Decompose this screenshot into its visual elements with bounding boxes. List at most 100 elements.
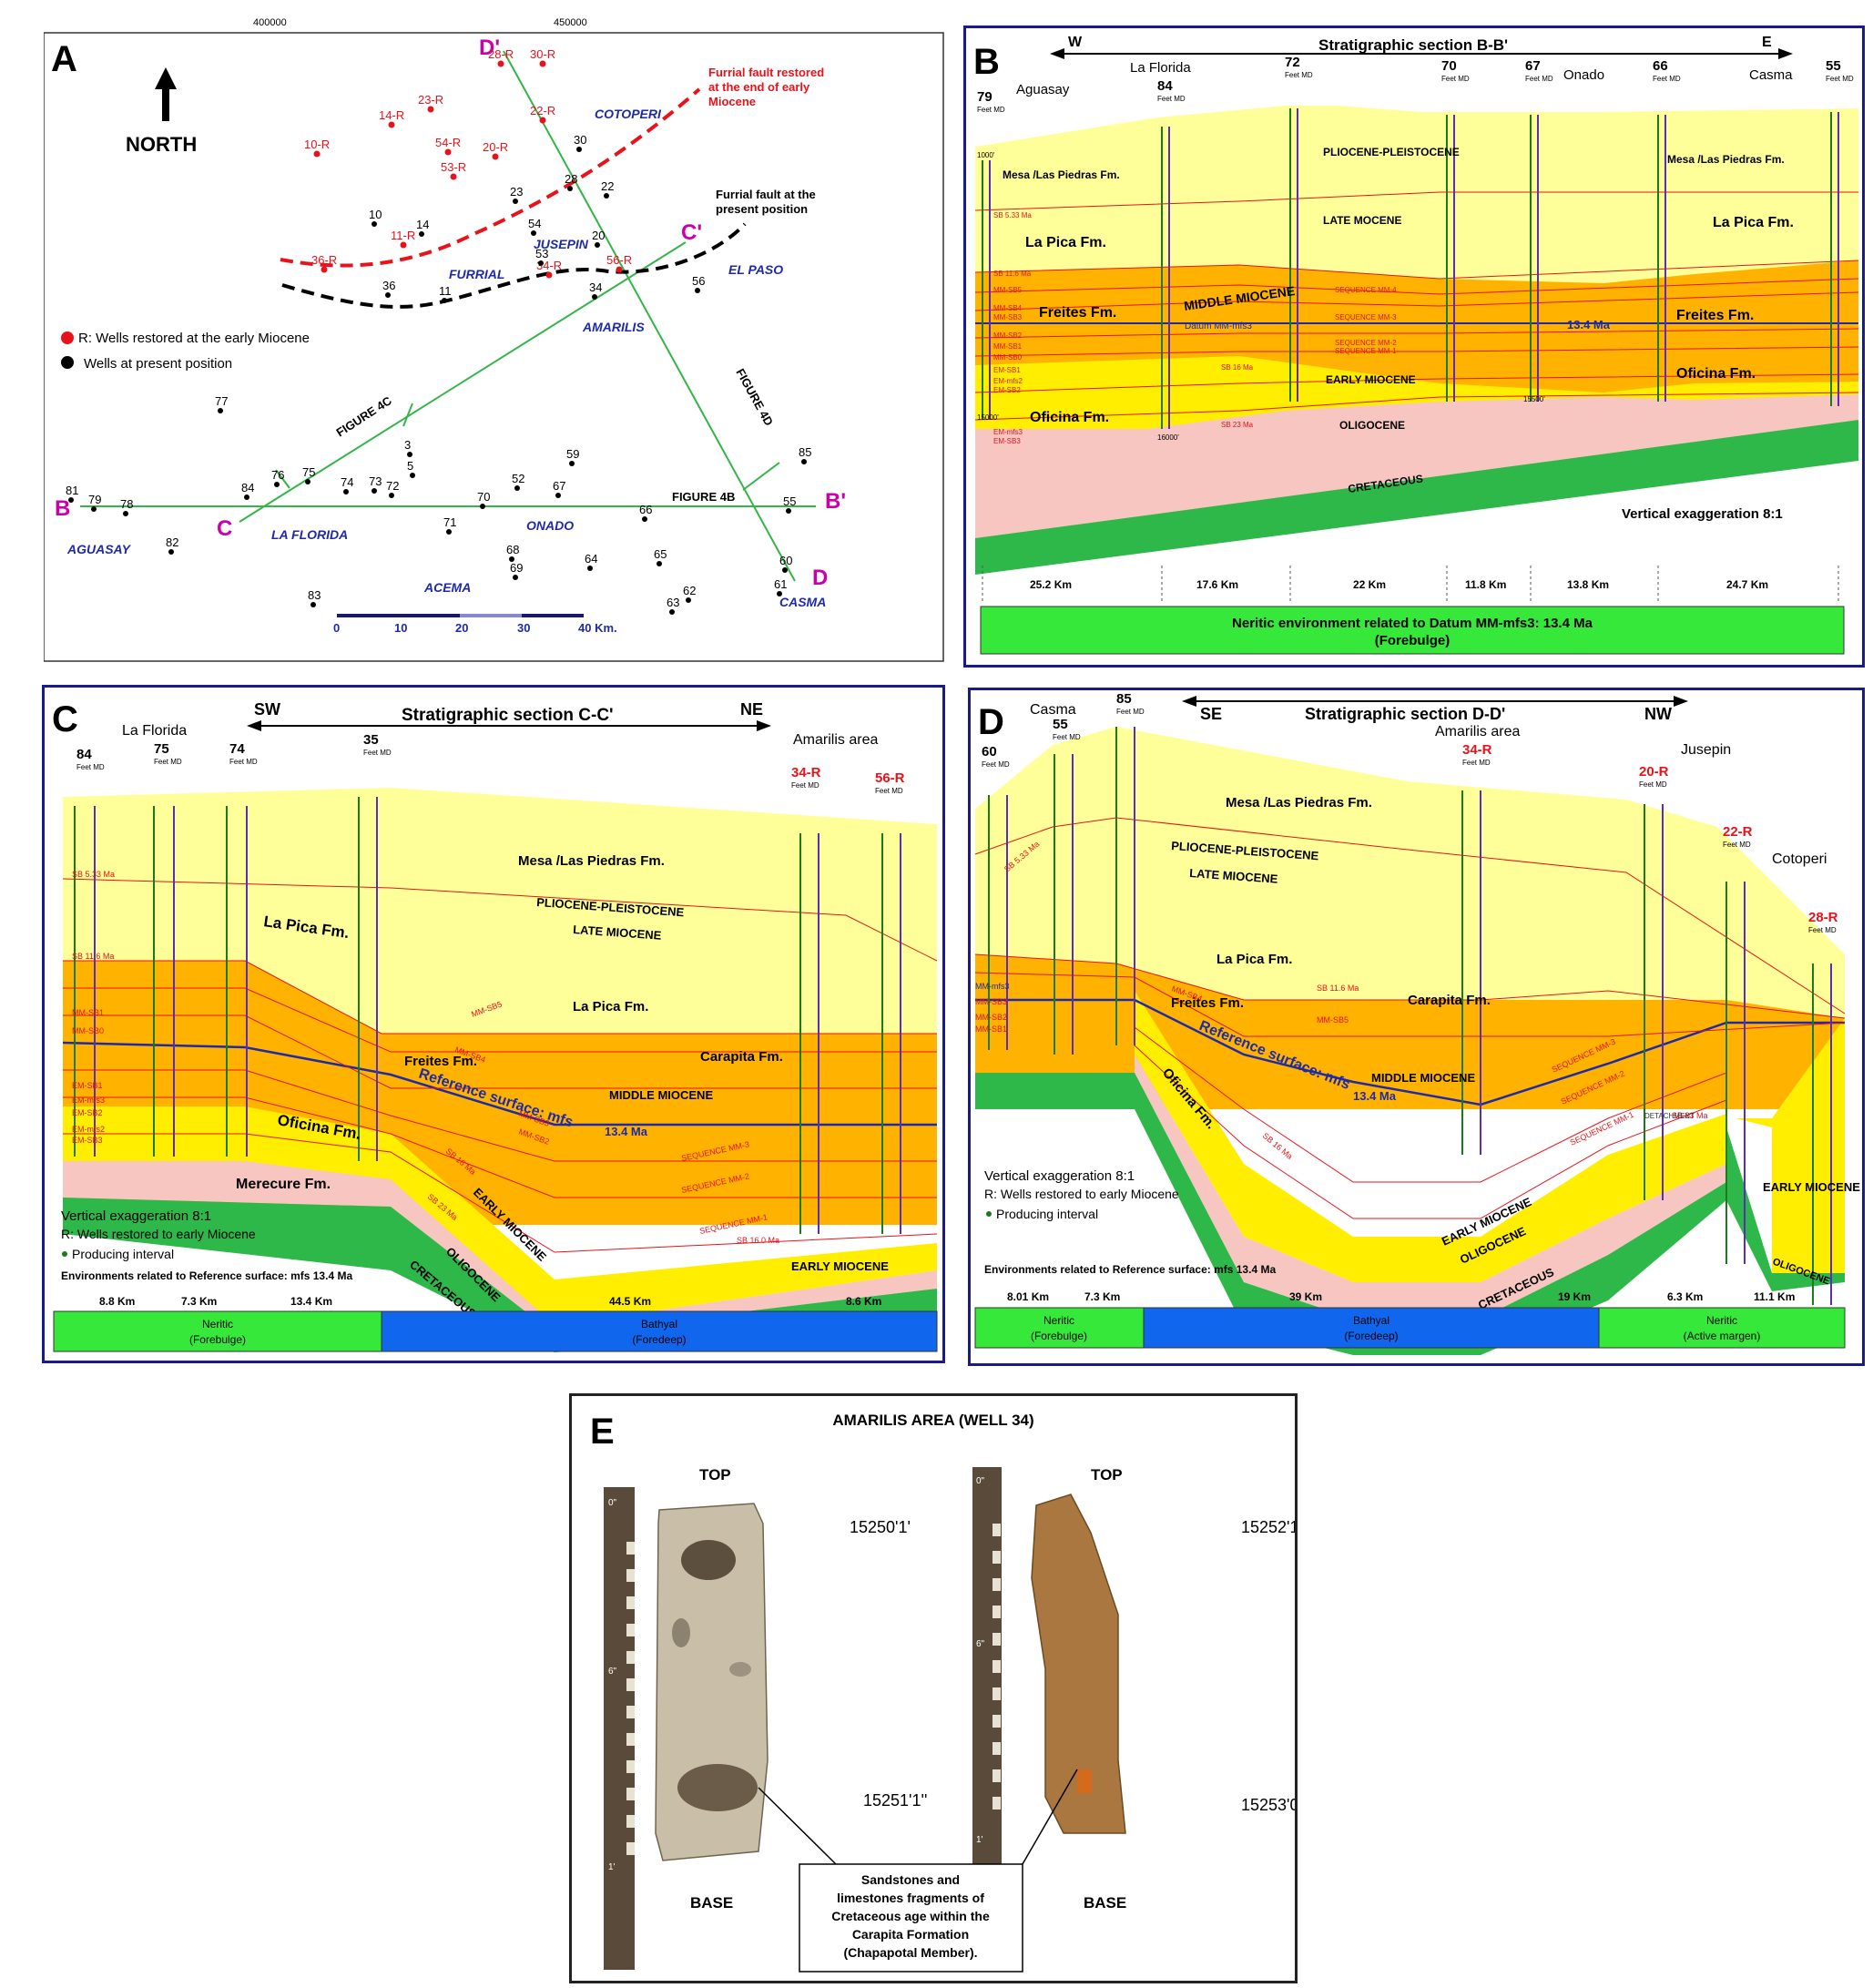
svg-text:Carapita Formation: Carapita Formation bbox=[852, 1927, 969, 1942]
b-west: W bbox=[1068, 35, 1083, 50]
svg-text:MM-SB0: MM-SB0 bbox=[72, 1026, 104, 1035]
area-el-paso: EL PASO bbox=[728, 262, 783, 277]
fault-present bbox=[281, 222, 747, 309]
feet-md-label: Feet MD bbox=[1116, 708, 1145, 716]
svg-text:Sandstones and: Sandstones and bbox=[861, 1872, 960, 1887]
panel-d-letter: D bbox=[978, 702, 1004, 742]
black-well-dot bbox=[595, 242, 600, 248]
black-wells: 30 28 22 23 10 14 54 20 53 36 11 34 56 77 3 5 85 81 79 78 84… bbox=[66, 133, 811, 615]
pointer-left bbox=[758, 1787, 837, 1865]
svg-text:MM-SB1: MM-SB1 bbox=[72, 1008, 104, 1017]
black-well-dot bbox=[555, 493, 561, 498]
map-frame bbox=[43, 32, 944, 662]
svg-text:85: 85 bbox=[1116, 691, 1132, 707]
black-well-label: 71 bbox=[443, 515, 456, 529]
feet-md-label: Feet MD bbox=[1639, 780, 1667, 789]
b-well-numbers: 79 84 72 70 67 66 55 bbox=[977, 55, 1841, 105]
svg-text:8.6 Km: 8.6 Km bbox=[846, 1295, 881, 1308]
svg-text:MM-SB4: MM-SB4 bbox=[993, 304, 1023, 312]
area-furrial: FURRIAL bbox=[449, 267, 504, 281]
svg-text:13.4 Ma: 13.4 Ma bbox=[1567, 318, 1611, 331]
svg-text:EM-mfs2: EM-mfs2 bbox=[72, 1125, 105, 1134]
black-well-label: 62 bbox=[683, 584, 696, 597]
svg-text:55: 55 bbox=[1826, 58, 1841, 74]
section-c-svg: C SW NE Stratigraphic section C-C' La Fl… bbox=[52, 699, 938, 1352]
black-well-dot bbox=[587, 566, 593, 571]
d-vertical-exaggeration: Vertical exaggeration 8:1 bbox=[984, 1168, 1135, 1184]
svg-text:67: 67 bbox=[1525, 58, 1541, 74]
svg-text:6": 6" bbox=[608, 1667, 617, 1677]
svg-text:MM-SB5: MM-SB5 bbox=[1317, 1015, 1349, 1025]
black-well-dot bbox=[801, 459, 807, 464]
c-env-caption: Environments related to Reference surfac… bbox=[61, 1269, 352, 1282]
svg-text:Bathyal: Bathyal bbox=[641, 1318, 677, 1330]
d-legend-prod: Producing interval bbox=[996, 1207, 1098, 1221]
svg-text:SEQUENCE MM-1: SEQUENCE MM-1 bbox=[1569, 1110, 1635, 1147]
c-la-florida: La Florida bbox=[122, 723, 187, 739]
svg-text:limestones fragments of: limestones fragments of bbox=[837, 1891, 984, 1905]
c-producing-dot bbox=[62, 1251, 67, 1257]
svg-text:MM-SB1: MM-SB1 bbox=[993, 342, 1023, 351]
red-well-dot bbox=[539, 60, 546, 67]
red-well-dot bbox=[450, 173, 457, 180]
e-base-left: BASE bbox=[690, 1894, 733, 1912]
scale-bar-a bbox=[337, 614, 460, 617]
svg-text:0": 0" bbox=[976, 1476, 985, 1486]
svg-text:Oficina Fm.: Oficina Fm. bbox=[1676, 366, 1756, 382]
e-caption-box bbox=[799, 1863, 1023, 1973]
black-well-label: 30 bbox=[574, 133, 586, 147]
d-well-numbers: 60 55 85 34-R 20-R 22-R 28-R bbox=[982, 691, 1838, 925]
e-base-right: BASE bbox=[1084, 1894, 1126, 1912]
svg-text:1': 1' bbox=[608, 1862, 616, 1872]
d-producing-dot bbox=[986, 1211, 992, 1217]
black-well-label: 70 bbox=[477, 490, 490, 504]
black-well-dot bbox=[695, 288, 700, 293]
svg-text:22 Km: 22 Km bbox=[1353, 578, 1386, 591]
red-wells: 28-R 30-R 22-R 14-R 23-R 10-R 54-R 20-R 53-R 11-R… bbox=[304, 47, 632, 279]
red-well-dot bbox=[313, 150, 321, 158]
label-d-prime: D' bbox=[479, 36, 500, 60]
black-well-dot bbox=[410, 473, 415, 478]
svg-text:34-R: 34-R bbox=[1462, 742, 1492, 758]
svg-text:SEQUENCE MM-2: SEQUENCE MM-2 bbox=[1335, 339, 1397, 347]
c-layer-early-miocene bbox=[63, 1106, 937, 1325]
svg-text:(Foredeep): (Foredeep) bbox=[632, 1333, 686, 1346]
x-tick-2: 450000 bbox=[554, 17, 587, 28]
svg-text:EM-SB2: EM-SB2 bbox=[993, 386, 1021, 394]
section-line-c bbox=[239, 241, 687, 523]
black-well-label: 53 bbox=[535, 247, 548, 260]
svg-text:1': 1' bbox=[976, 1835, 983, 1845]
svg-text:(Forebulge): (Forebulge) bbox=[1031, 1330, 1087, 1342]
red-well-dot bbox=[545, 271, 553, 279]
black-well-dot bbox=[567, 186, 573, 191]
svg-text:EM-SB3: EM-SB3 bbox=[72, 1136, 103, 1145]
svg-text:EARLY MIOCENE: EARLY MIOCENE bbox=[1326, 373, 1416, 386]
svg-text:MM-SB5: MM-SB5 bbox=[993, 286, 1023, 294]
black-well-dot bbox=[786, 508, 791, 514]
svg-text:84: 84 bbox=[76, 747, 92, 762]
feet-md-label: Feet MD bbox=[1053, 733, 1081, 741]
black-well-label: 73 bbox=[369, 474, 382, 488]
red-well-label: 54-R bbox=[435, 136, 461, 149]
legend-red-dot bbox=[61, 331, 74, 344]
svg-text:20: 20 bbox=[455, 621, 468, 635]
e-depth-left-top: 15250'1' bbox=[850, 1518, 911, 1536]
d-bathyal-bar bbox=[1143, 1307, 1600, 1349]
svg-text:PLIOCENE-PLEISTOCENE: PLIOCENE-PLEISTOCENE bbox=[1323, 146, 1460, 158]
svg-text:17.6 Km: 17.6 Km bbox=[1196, 578, 1238, 591]
svg-text:Oficina Fm.: Oficina Fm. bbox=[1030, 410, 1109, 425]
black-well-dot bbox=[372, 488, 377, 494]
black-well-label: 10 bbox=[369, 208, 382, 221]
svg-text:La Pica Fm.: La Pica Fm. bbox=[1025, 235, 1106, 250]
black-well-label: 23 bbox=[510, 185, 523, 199]
north-arrow-icon bbox=[155, 67, 177, 121]
black-well-dot bbox=[782, 567, 788, 573]
svg-text:Freites Fm.: Freites Fm. bbox=[1171, 995, 1244, 1011]
svg-text:56-R: 56-R bbox=[875, 770, 905, 786]
svg-text:Neritic: Neritic bbox=[1043, 1314, 1074, 1327]
svg-text:75: 75 bbox=[154, 741, 169, 757]
label-c: C bbox=[217, 516, 232, 541]
section-d-svg: D SE NW Stratigraphic section D-D' Casma… bbox=[974, 691, 1860, 1355]
svg-text:25.2 Km: 25.2 Km bbox=[1030, 578, 1072, 591]
svg-text:66: 66 bbox=[1653, 58, 1668, 74]
